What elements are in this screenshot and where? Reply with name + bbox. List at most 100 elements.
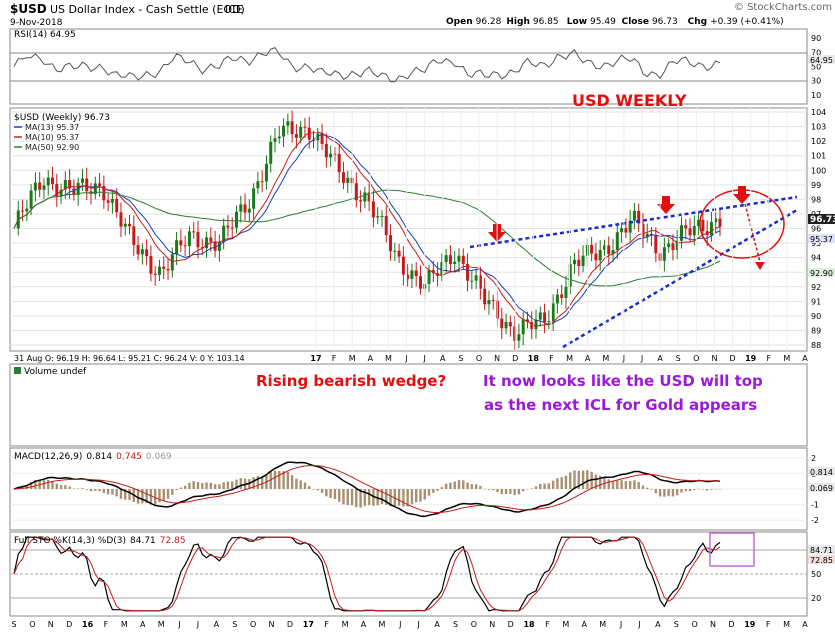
year-tick-label: S xyxy=(676,354,681,363)
macd-histogram-bar xyxy=(521,489,525,492)
price-tick-label: 104 xyxy=(811,108,826,117)
candle-body xyxy=(85,178,89,192)
macd-histogram-bar xyxy=(81,488,84,489)
macd-v1: 0.814 xyxy=(86,452,112,462)
time-tick-label: O xyxy=(471,620,477,629)
candlestick-series xyxy=(16,110,722,351)
last-price-badge xyxy=(808,214,835,224)
candle-body xyxy=(637,210,641,224)
year-tick-label: 17 xyxy=(310,354,321,363)
candle-body xyxy=(243,204,247,213)
symbol-label: $USD xyxy=(10,2,47,16)
candle-body xyxy=(483,288,487,305)
macd-histogram-bar xyxy=(509,489,512,494)
candle-body xyxy=(448,255,452,265)
candle-body xyxy=(517,334,521,341)
candle-body xyxy=(718,218,722,227)
candle-body xyxy=(487,300,491,305)
candle-body xyxy=(376,216,380,218)
candle-body xyxy=(80,178,84,183)
price-tick-label: 101 xyxy=(811,152,826,161)
time-tick-label: 19 xyxy=(744,620,756,629)
macd-histogram-bar xyxy=(316,489,319,491)
macd-histogram-bar xyxy=(496,489,499,493)
macd-histogram-bar xyxy=(154,489,157,505)
candle-body xyxy=(384,215,388,236)
candle-body xyxy=(406,274,410,279)
macd-histogram-bar xyxy=(85,489,88,490)
macd-histogram-bar xyxy=(611,480,615,489)
candle-body xyxy=(504,322,508,329)
wedge-upper-trendline xyxy=(469,195,798,249)
rsi-value-badge xyxy=(808,55,835,64)
macd-histogram-bar xyxy=(145,489,148,504)
wedge-lower-trendline xyxy=(562,208,798,349)
candle-body xyxy=(371,201,375,218)
macd-histogram-bar xyxy=(474,484,478,489)
candle-body xyxy=(123,223,127,227)
time-tick-label: J xyxy=(196,620,199,629)
macd-histogram-bar xyxy=(504,489,508,495)
year-tick-label: M xyxy=(349,354,356,363)
candle-body xyxy=(418,276,422,289)
candle-body xyxy=(560,294,564,298)
macd-badge-b-text: 0.069 xyxy=(810,484,833,493)
macd-histogram-bar xyxy=(453,481,456,489)
year-tick-label: J xyxy=(640,354,643,363)
rsi-frame xyxy=(9,28,808,105)
macd-histogram-bar xyxy=(89,489,93,492)
time-tick-label: F xyxy=(104,620,109,629)
macd-histogram-bar xyxy=(166,489,170,499)
candle-body xyxy=(200,247,204,249)
candle-body xyxy=(140,249,144,255)
macd-histogram-bar xyxy=(500,489,503,495)
time-tick-label: O xyxy=(691,620,697,629)
macd-histogram-bar xyxy=(278,471,281,489)
candle-body xyxy=(692,226,696,236)
candle-body xyxy=(551,303,555,322)
candle-body xyxy=(102,185,106,201)
last-price-text: 96.73 xyxy=(810,215,835,225)
candle-body xyxy=(247,208,251,213)
year-tick-label: N xyxy=(711,354,717,363)
time-tick-label: A xyxy=(434,620,440,629)
candle-body xyxy=(282,125,286,137)
rsi-title-text: RSI(14) 64.95 xyxy=(14,30,76,40)
price-axis: 104103102101100999897969594939291908988 xyxy=(811,108,826,350)
year-tick-label: J xyxy=(404,354,407,363)
macd-histogram-bar xyxy=(415,489,418,503)
candle-body xyxy=(51,177,55,184)
macd-histogram-bar xyxy=(34,480,37,489)
macd-histogram-bar xyxy=(637,482,640,489)
price-frame xyxy=(9,107,808,352)
time-tick-label: J xyxy=(398,620,401,629)
candle-body xyxy=(500,318,504,329)
macd-histogram-bar xyxy=(530,488,533,489)
candle-body xyxy=(684,225,688,229)
year-tick-label: A xyxy=(585,354,591,363)
macd-histogram-bar xyxy=(607,479,610,489)
rsi-axis: 90 70 50 30 10 xyxy=(811,34,821,100)
macd-tick-label: -1 xyxy=(811,501,819,510)
ma50-price-badge xyxy=(808,268,835,277)
candle-body xyxy=(667,243,671,248)
candle-body xyxy=(192,231,196,233)
candle-body xyxy=(431,270,435,274)
candle-body xyxy=(444,255,448,263)
candle-body xyxy=(568,264,572,287)
ohlc-item: Chg +0.39 (+0.41%) xyxy=(688,17,784,27)
macd-histogram-bar xyxy=(218,484,221,489)
macd-histogram-bar xyxy=(162,489,165,501)
candle-body xyxy=(333,153,337,155)
candle-body xyxy=(701,219,705,232)
candle-body xyxy=(162,266,166,269)
macd-histogram-bar xyxy=(586,470,589,489)
price-time-axis: 17 F M A M J J A S O N D 18 F M A M J J A S O N D 19 F M A xyxy=(310,108,808,363)
candle-body xyxy=(632,210,636,221)
macd-histogram-bar xyxy=(55,483,58,489)
year-tick-label: J xyxy=(422,354,425,363)
macd-histogram-bar xyxy=(372,489,375,506)
chart-header: $USD US Dollar Index - Cash Settle (EOD)… xyxy=(10,2,832,28)
candle-body xyxy=(21,210,25,212)
candle-body xyxy=(110,198,114,203)
